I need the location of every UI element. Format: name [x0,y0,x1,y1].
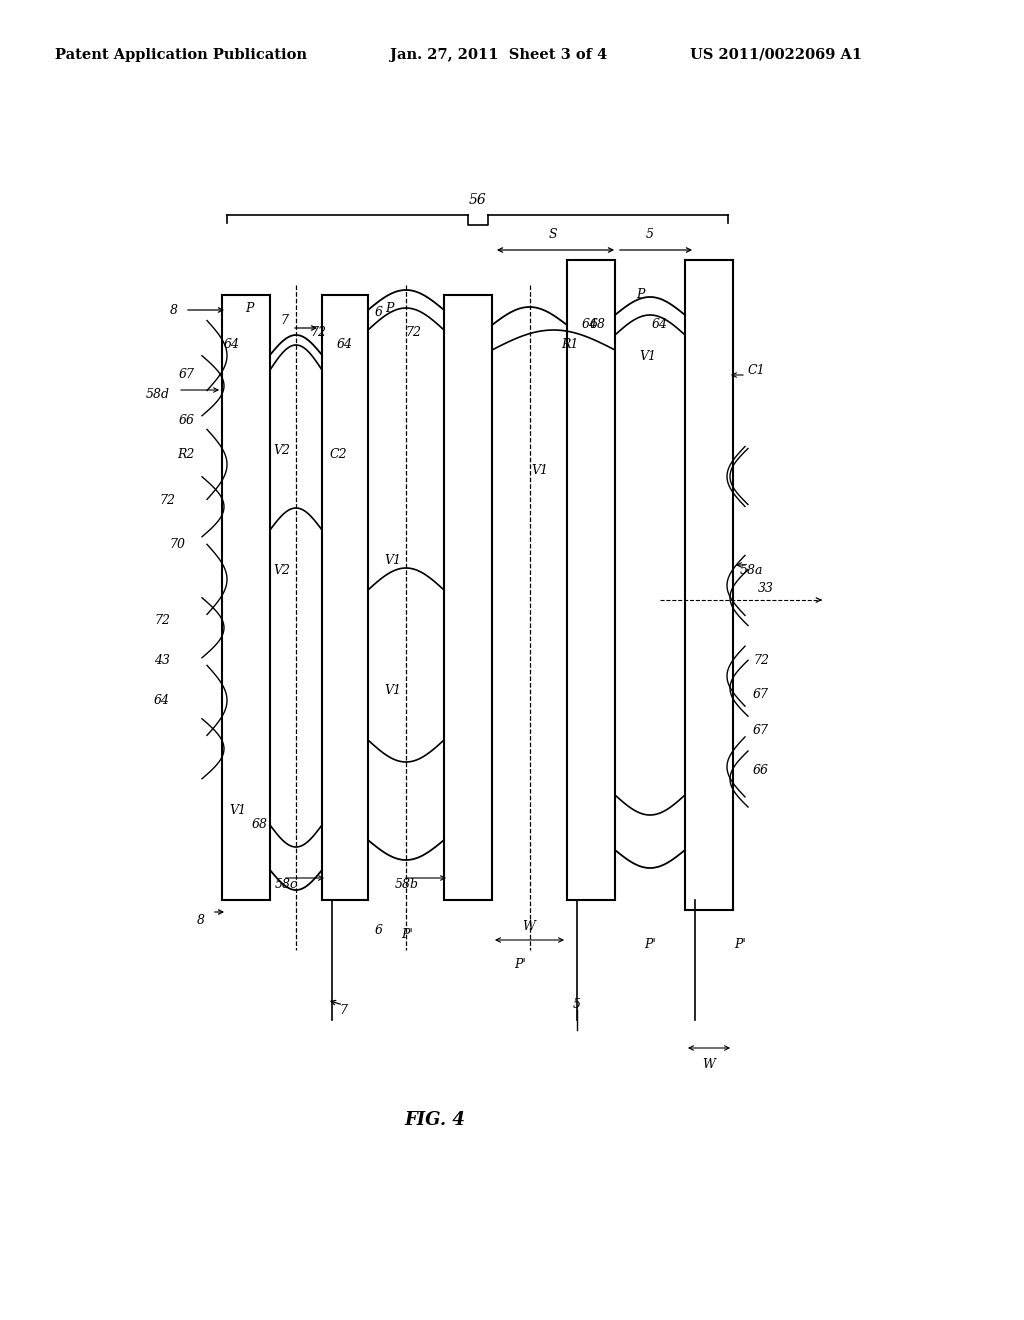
Text: Jan. 27, 2011  Sheet 3 of 4: Jan. 27, 2011 Sheet 3 of 4 [390,48,607,62]
Text: FIG. 4: FIG. 4 [404,1111,466,1129]
Text: 64: 64 [337,338,353,351]
Text: 67: 67 [753,723,769,737]
Text: V2: V2 [273,564,291,577]
Text: C2: C2 [329,449,347,462]
Text: W: W [522,920,536,933]
Text: V1: V1 [384,553,401,566]
Text: 58a: 58a [740,564,764,577]
Text: 64: 64 [652,318,668,331]
Text: 5: 5 [573,998,581,1011]
Text: P: P [385,301,393,314]
Text: 58b: 58b [395,879,419,891]
Text: 8: 8 [197,913,205,927]
Text: R1: R1 [561,338,579,351]
Text: 64: 64 [224,338,240,351]
Text: P: P [245,301,253,314]
Text: 6: 6 [375,924,383,936]
Text: 67: 67 [753,689,769,701]
Text: V1: V1 [384,684,401,697]
Text: 6: 6 [375,305,383,318]
Text: P': P' [514,958,526,972]
Text: 70: 70 [169,539,185,552]
Text: Patent Application Publication: Patent Application Publication [55,48,307,62]
Text: 72: 72 [310,326,326,338]
Text: 56: 56 [469,193,486,207]
Text: 8: 8 [170,304,178,317]
Text: V2: V2 [273,444,291,457]
Text: 68: 68 [590,318,606,331]
Text: 72: 72 [154,614,170,627]
Text: 64: 64 [154,693,170,706]
Text: 33: 33 [758,582,774,594]
Text: C1: C1 [748,363,766,376]
Text: 43: 43 [154,653,170,667]
Text: P: P [636,289,644,301]
Text: 58d: 58d [146,388,170,401]
Text: 7: 7 [339,1003,347,1016]
Text: P': P' [401,928,413,941]
Text: 72: 72 [753,653,769,667]
Text: V1: V1 [640,351,656,363]
Text: 72: 72 [159,494,175,507]
Text: 72: 72 [406,326,421,338]
Text: V1: V1 [229,804,247,817]
Text: 7: 7 [280,314,288,326]
Text: 66: 66 [753,763,769,776]
Text: S: S [549,228,557,242]
Text: 64: 64 [582,318,598,331]
Text: R2: R2 [177,449,195,462]
Text: 67: 67 [179,368,195,381]
Text: 5: 5 [646,228,654,242]
Text: 66: 66 [179,413,195,426]
Text: V1: V1 [531,463,549,477]
Text: 68: 68 [252,818,268,832]
Text: P': P' [734,939,745,952]
Text: P': P' [644,939,656,952]
Text: 58c: 58c [275,879,298,891]
Text: US 2011/0022069 A1: US 2011/0022069 A1 [690,48,862,62]
Text: W: W [702,1059,716,1072]
